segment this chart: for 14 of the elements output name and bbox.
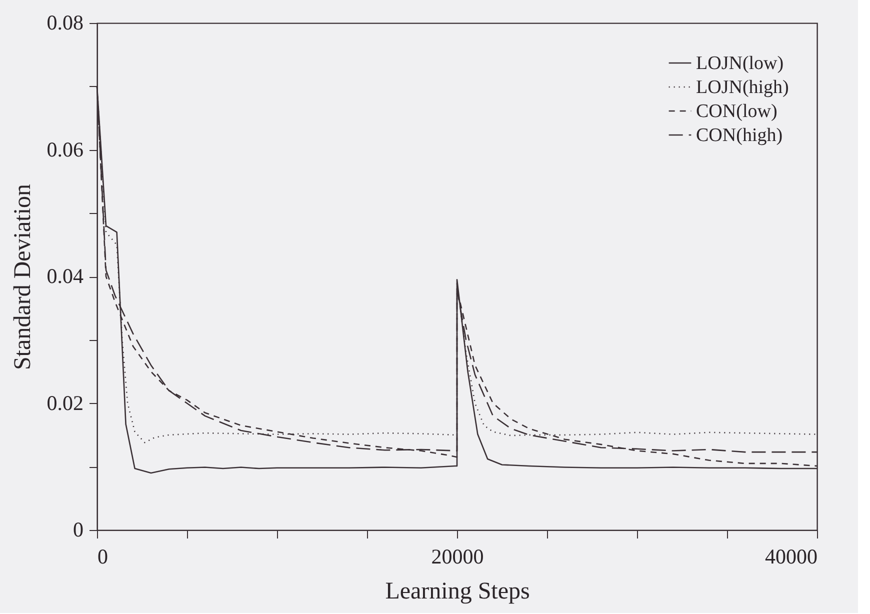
y-tick-label: 0.06 [46,137,84,162]
x-axis-title: Learning Steps [385,578,530,604]
y-tick-label: 0.08 [46,10,84,34]
legend-label: CON(low) [696,101,778,122]
y-tick-label: 0 [73,518,84,542]
y-axis-title: Standard Deviation [10,184,36,370]
x-tick-label: 0 [98,544,108,568]
x-tick-label: 40000 [765,544,818,568]
legend-label: LOJN(low) [696,53,784,74]
legend-label: CON(high) [696,125,783,146]
y-tick-label: 0.02 [46,390,84,415]
y-tick-label: 0.04 [46,264,84,288]
x-tick-label: 20000 [431,544,484,568]
legend-label: LOJN(high) [696,77,789,98]
